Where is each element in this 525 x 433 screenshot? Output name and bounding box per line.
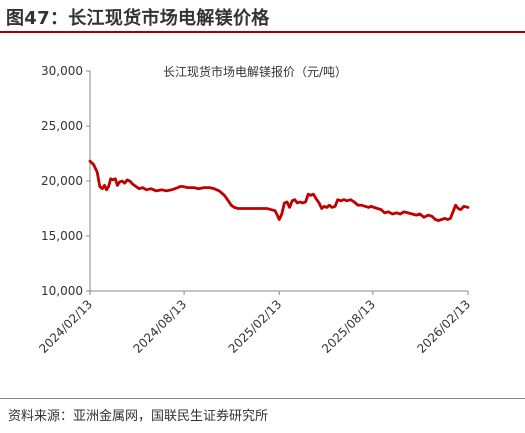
y-tick-label: 15,000	[41, 229, 83, 243]
source-note: 资料来源：亚洲金属网，国联民生证券研究所	[8, 409, 269, 424]
x-tick-label: 2025/08/13	[319, 297, 378, 356]
line-chart: 10,000 15,000 20,000 25,000 30,000 2024/02/1…	[36, 64, 473, 356]
y-tick-label: 10,000	[41, 284, 83, 298]
series-layer	[88, 159, 470, 223]
x-tick-label: 2024/02/13	[36, 297, 95, 356]
y-tick-label: 25,000	[41, 119, 83, 133]
chart-title: 长江现货市场电解镁报价（元/吨）	[163, 64, 347, 79]
x-tick-label: 2024/08/13	[130, 297, 189, 356]
series-line	[88, 159, 470, 223]
figure-title: 图47：长江现货市场电解镁价格	[6, 8, 270, 29]
y-axis: 10,000 15,000 20,000 25,000 30,000	[41, 64, 91, 298]
y-tick-label: 30,000	[41, 64, 83, 78]
x-tick-label: 2026/02/13	[414, 297, 473, 356]
x-tick-label: 2025/02/13	[226, 297, 285, 356]
y-tick-label: 20,000	[41, 174, 83, 188]
title-rule	[0, 31, 525, 33]
x-axis: 2024/02/13 2024/08/13 2025/02/13 2025/08/13…	[36, 290, 473, 356]
footer-rule	[0, 398, 525, 399]
